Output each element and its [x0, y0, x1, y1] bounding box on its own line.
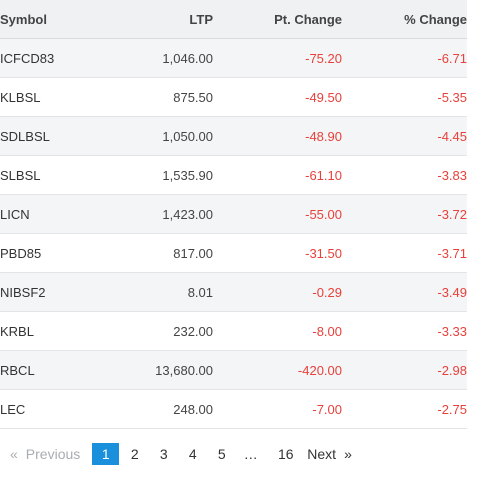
- cell-pct-change: -3.33: [342, 311, 467, 351]
- cell-pct-change: -2.98: [342, 350, 467, 390]
- table-row: SLBSL 1,535.90 -61.10 -3.83: [0, 155, 467, 195]
- cell-symbol: LICN: [0, 194, 105, 234]
- header-pct-change: % Change: [342, 0, 467, 39]
- cell-ltp: 13,680.00: [105, 350, 213, 390]
- table-row: KRBL 232.00 -8.00 -3.33: [0, 311, 467, 351]
- cell-pct-change: -2.75: [342, 389, 467, 429]
- table-body: ICFCD83 1,046.00 -75.20 -6.71 KLBSL 875.…: [0, 38, 467, 429]
- cell-pct-change: -4.45: [342, 116, 467, 156]
- pagination-ellipsis: …: [243, 446, 258, 462]
- cell-ltp: 1,050.00: [105, 116, 213, 156]
- cell-pct-change: -5.35: [342, 77, 467, 117]
- cell-symbol: ICFCD83: [0, 38, 105, 78]
- page-2-link[interactable]: 2: [130, 446, 139, 462]
- cell-pt-change: -49.50: [213, 77, 342, 117]
- cell-pt-change: -75.20: [213, 38, 342, 78]
- double-chevron-right-icon: »: [344, 446, 352, 462]
- cell-symbol: SLBSL: [0, 155, 105, 195]
- cell-symbol: KLBSL: [0, 77, 105, 117]
- page-4-link[interactable]: 4: [188, 446, 197, 462]
- header-row: Symbol LTP Pt. Change % Change: [0, 0, 467, 39]
- cell-symbol: NIBSF2: [0, 272, 105, 312]
- cell-pct-change: -3.72: [342, 194, 467, 234]
- cell-ltp: 232.00: [105, 311, 213, 351]
- cell-pt-change: -0.29: [213, 272, 342, 312]
- previous-label: Previous: [25, 446, 81, 462]
- cell-pt-change: -55.00: [213, 194, 342, 234]
- table-row: LICN 1,423.00 -55.00 -3.72: [0, 194, 467, 234]
- cell-pct-change: -3.71: [342, 233, 467, 273]
- header-ltp: LTP: [105, 0, 213, 39]
- cell-pt-change: -8.00: [213, 311, 342, 351]
- page-5-link[interactable]: 5: [217, 446, 226, 462]
- page-16-link[interactable]: 16: [277, 446, 294, 462]
- cell-symbol: LEC: [0, 389, 105, 429]
- cell-pct-change: -6.71: [342, 38, 467, 78]
- cell-pt-change: -31.50: [213, 233, 342, 273]
- header-pt-change: Pt. Change: [213, 0, 342, 39]
- table-row: RBCL 13,680.00 -420.00 -2.98: [0, 350, 467, 390]
- cell-ltp: 8.01: [105, 272, 213, 312]
- cell-ltp: 1,046.00: [105, 38, 213, 78]
- page-3-link[interactable]: 3: [159, 446, 168, 462]
- cell-symbol: PBD85: [0, 233, 105, 273]
- cell-ltp: 817.00: [105, 233, 213, 273]
- table-row: KLBSL 875.50 -49.50 -5.35: [0, 77, 467, 117]
- losers-table: Symbol LTP Pt. Change % Change ICFCD83 1…: [0, 0, 467, 429]
- table-row: NIBSF2 8.01 -0.29 -3.49: [0, 272, 467, 312]
- table-row: LEC 248.00 -7.00 -2.75: [0, 389, 467, 429]
- cell-pct-change: -3.49: [342, 272, 467, 312]
- cell-ltp: 875.50: [105, 77, 213, 117]
- cell-ltp: 1,423.00: [105, 194, 213, 234]
- cell-ltp: 1,535.90: [105, 155, 213, 195]
- cell-pt-change: -48.90: [213, 116, 342, 156]
- table-row: PBD85 817.00 -31.50 -3.71: [0, 233, 467, 273]
- header-symbol: Symbol: [0, 0, 105, 39]
- table-header: Symbol LTP Pt. Change % Change: [0, 0, 467, 39]
- previous-page-link[interactable]: « Previous: [10, 443, 80, 465]
- cell-pt-change: -61.10: [213, 155, 342, 195]
- table-row: ICFCD83 1,046.00 -75.20 -6.71: [0, 38, 467, 78]
- next-label: Next: [307, 446, 337, 462]
- cell-pt-change: -420.00: [213, 350, 342, 390]
- pagination: « Previous 1 2 3 4 5 … 16 Next »: [10, 443, 352, 465]
- table-row: SDLBSL 1,050.00 -48.90 -4.45: [0, 116, 467, 156]
- cell-pct-change: -3.83: [342, 155, 467, 195]
- cell-symbol: SDLBSL: [0, 116, 105, 156]
- cell-symbol: RBCL: [0, 350, 105, 390]
- cell-pt-change: -7.00: [213, 389, 342, 429]
- cell-symbol: KRBL: [0, 311, 105, 351]
- double-chevron-left-icon: «: [10, 446, 18, 462]
- page-1-link[interactable]: 1: [92, 443, 120, 465]
- next-page-link[interactable]: Next »: [307, 443, 352, 465]
- cell-ltp: 248.00: [105, 389, 213, 429]
